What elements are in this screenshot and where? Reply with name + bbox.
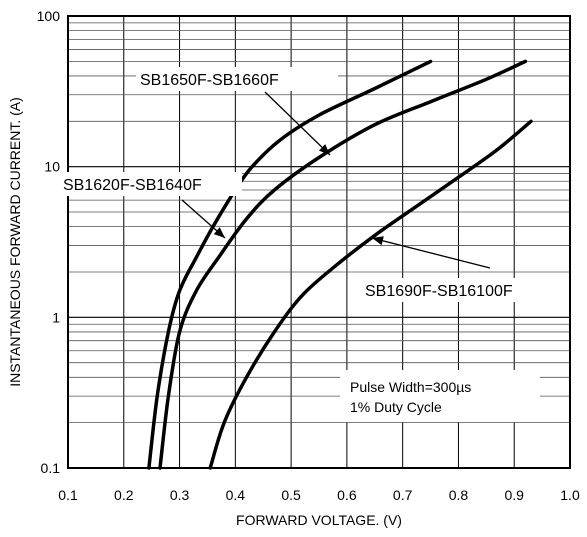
- leader-arrows: [181, 91, 491, 269]
- x-tick-label: 0.5: [281, 487, 301, 503]
- plot-frame: [67, 15, 571, 469]
- x-tick-labels: 0.1 0.2 0.3 0.4 0.5 0.6 0.7 0.8 0.9 1.0: [58, 487, 580, 503]
- series-line-3: [208, 119, 533, 470]
- x-tick-label: 0.8: [449, 487, 469, 503]
- arrow-1650: [264, 91, 331, 156]
- x-tick-label: 1.0: [560, 487, 580, 503]
- series-label-1690-16100: SB1690F-SB16100F: [365, 283, 513, 300]
- x-tick-label: 0.7: [393, 487, 413, 503]
- pulse-note-box: [340, 370, 540, 422]
- series-curves: [147, 59, 533, 470]
- x-tick-label: 0.9: [504, 487, 524, 503]
- duty-cycle-note: 1% Duty Cycle: [350, 399, 442, 415]
- x-tick-label: 0.3: [170, 487, 190, 503]
- pulse-width-note: Pulse Width=300µs: [350, 379, 471, 395]
- series-label-1650-1660: SB1650F-SB1660F: [140, 72, 279, 89]
- x-tick-label: 0.1: [58, 487, 78, 503]
- y-tick-label: 100: [37, 8, 61, 24]
- arrow-1690-head: [372, 236, 384, 246]
- arrow-1620-head: [213, 227, 225, 238]
- series-label-bg-1690: [362, 278, 562, 302]
- arrow-1690: [371, 237, 491, 269]
- x-tick-label: 0.2: [114, 487, 134, 503]
- y-tick-label: 10: [44, 159, 60, 175]
- series-label-bg-1620: [60, 172, 242, 196]
- x-tick-label: 0.4: [226, 487, 246, 503]
- y-tick-label: 1: [52, 309, 60, 325]
- x-tick-label: 0.6: [337, 487, 357, 503]
- series-line-1: [147, 59, 433, 470]
- series-label-1620-1640: SB1620F-SB1640F: [63, 177, 202, 194]
- arrow-1650-head: [319, 144, 330, 155]
- y-axis-title: INSTANTANEOUS FORWARD CURRENT. (A): [7, 97, 23, 387]
- y-tick-label: 0.1: [41, 460, 61, 476]
- x-axis-title: FORWARD VOLTAGE. (V): [236, 512, 402, 528]
- series-label-bg-1650: [136, 67, 338, 91]
- series-line-2: [158, 59, 528, 470]
- y-tick-labels: 0.1 1 10 100: [37, 8, 61, 476]
